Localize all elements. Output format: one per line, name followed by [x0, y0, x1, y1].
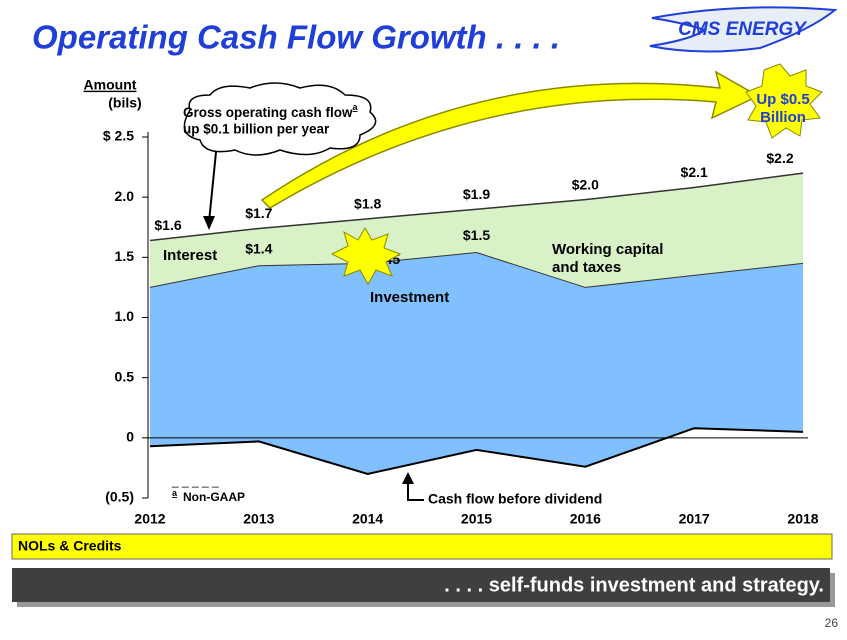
logo-swoosh: [649, 6, 838, 53]
value-label: $1.8: [354, 196, 381, 212]
y-tick-label: $ 2.5: [103, 128, 134, 144]
cash-flow-line: [149, 427, 804, 475]
footnote: a Non-GAAP: [172, 488, 245, 504]
slide-title: Operating Cash Flow Growth . . . .: [32, 19, 560, 56]
footnote-text: Non-GAAP: [183, 490, 245, 504]
callout-cloud: [183, 82, 377, 156]
dividend-pointer-head: [402, 472, 414, 484]
y-tick-label: 1.0: [115, 308, 135, 324]
below-cash-flow: [150, 428, 803, 498]
value-label: $2.2: [766, 150, 793, 166]
area-label: and taxes: [552, 259, 621, 276]
value-label: $2.1: [681, 164, 708, 180]
value-label: $2.0: [572, 176, 599, 192]
x-tick-label: 2016: [570, 511, 601, 527]
logo: CMS ENERGY: [678, 19, 808, 40]
callout-text: up $0.1 billion per year: [183, 122, 330, 137]
callout-text: Gross operating cash flowa: [183, 102, 359, 119]
x-tick-label: 2015: [461, 511, 492, 527]
callout-pointer-head: [203, 216, 215, 230]
y-axis-unit: (bils): [108, 95, 141, 111]
x-tick-label: 2013: [243, 511, 274, 527]
y-tick-label: 0.5: [115, 368, 135, 384]
area-label: Interest: [163, 247, 217, 264]
area-label: Cash flow before dividend: [428, 491, 602, 507]
nol-row: [11, 533, 833, 560]
banner-text: . . . . self-funds investment and strate…: [444, 574, 824, 596]
x-tick-label: 2018: [787, 511, 818, 527]
value-label: $1.7: [245, 205, 272, 221]
page-number: 26: [825, 616, 839, 630]
x-tick-label: 2012: [134, 511, 165, 527]
footnote-marker: a: [172, 488, 178, 498]
plot-area: [149, 172, 804, 498]
callout-line: Gross operating cash flow: [183, 105, 353, 120]
dividend-pointer: [407, 478, 424, 501]
y-tick-label: 0: [126, 429, 134, 445]
y-tick-label: 2.0: [115, 188, 135, 204]
banner: [12, 568, 830, 602]
increase-label: Up $0.5: [756, 91, 809, 108]
plot: $ 2.5 2.0 1.5 1.0 0.5 0 (0.5) $1.6 $1.7 $1.8 $1.9 $…: [103, 128, 819, 554]
footnote-rule: _ _ _ _ _: [171, 474, 219, 488]
increase-label: Billion: [760, 109, 806, 126]
y-axis-label: Amount: [84, 77, 137, 93]
increase-burst: [745, 63, 823, 139]
value-label: $1.6: [154, 217, 181, 233]
x-tick-label: 2017: [679, 511, 710, 527]
footnote-marker: a: [353, 102, 359, 112]
y-tick-label: (0.5): [105, 489, 134, 505]
value-label: $1.4: [245, 240, 272, 256]
nol-label: NOLs & Credits: [18, 538, 122, 554]
gross-line: [149, 172, 804, 242]
value-label: $1.9: [463, 186, 490, 202]
investment-area: [150, 252, 803, 498]
callout-pointer: [208, 151, 217, 223]
starburst: [330, 227, 402, 286]
area-label: Working capital: [552, 241, 663, 258]
y-tick-label: 1.5: [115, 248, 135, 264]
investment-line: [149, 252, 804, 288]
area-label: Investment: [370, 289, 449, 306]
value-label: $1.5: [463, 227, 490, 243]
x-tick-label: 2014: [352, 511, 383, 527]
